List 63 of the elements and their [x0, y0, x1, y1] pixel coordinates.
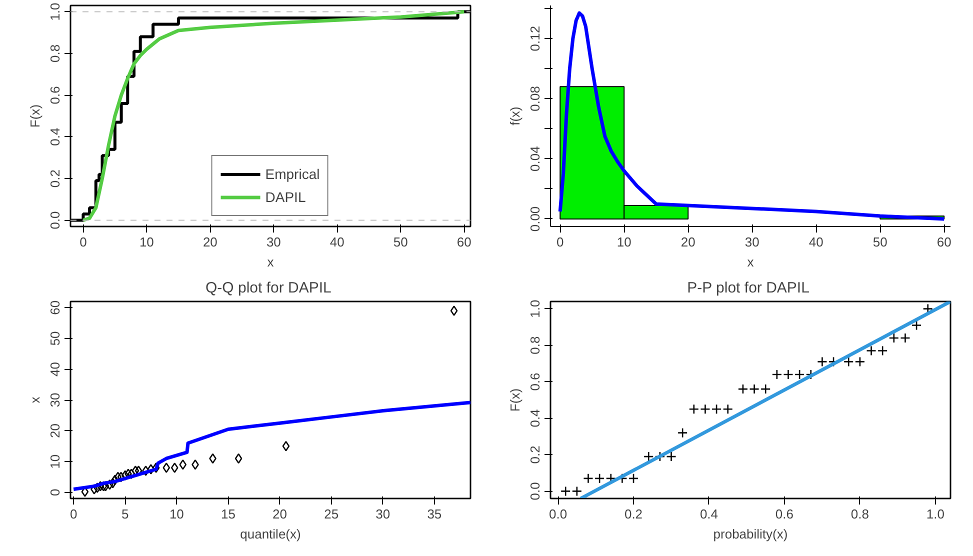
y-tick-label: 0.4	[528, 409, 542, 428]
x-axis-title: x	[267, 254, 274, 270]
y-tick-label: 1.0	[528, 300, 542, 318]
chart-title: Q-Q plot for DAPIL	[205, 280, 332, 296]
x-tick-label: 0.8	[850, 506, 869, 522]
x-tick-label: 20	[680, 234, 696, 250]
x-axis-title: probability(x)	[713, 526, 788, 542]
x-tick-label: 0.0	[549, 506, 568, 522]
x-tick-label: 10	[169, 506, 184, 522]
y-tick-label: 40	[48, 362, 62, 376]
y-tick-label: 0.12	[528, 26, 542, 52]
y-tick-label: 60	[48, 300, 62, 315]
y-tick-label: 0.8	[48, 44, 62, 62]
x-tick-label: 50	[393, 234, 408, 250]
y-tick-label: 0.0	[48, 211, 62, 230]
y-tick-label: 0.04	[528, 146, 542, 172]
x-tick-label: 30	[744, 234, 760, 250]
x-tick-label: 10	[616, 234, 632, 250]
x-tick-label: 30	[376, 506, 390, 522]
y-tick-label: 0.2	[48, 170, 62, 188]
x-tick-label: 30	[266, 234, 281, 250]
x-tick-label: 5	[122, 506, 129, 522]
y-tick-label: 1.0	[48, 2, 62, 21]
x-tick-label: 20	[272, 506, 288, 522]
x-tick-label: 60	[456, 234, 472, 250]
y-tick-label: 0.6	[48, 86, 62, 104]
x-axis-title: x	[747, 254, 754, 270]
y-tick-label: 50	[48, 331, 62, 346]
x-tick-label: 35	[427, 506, 442, 522]
y-tick-label: 0.0	[528, 482, 542, 500]
x-tick-label: 0.4	[700, 506, 718, 522]
x-tick-label: 0.2	[624, 506, 643, 522]
y-tick-label: 0	[48, 488, 62, 496]
x-tick-label: 1.0	[926, 506, 944, 522]
x-tick-label: 20	[202, 234, 218, 250]
legend-label: Emprical	[265, 166, 320, 182]
x-tick-label: 50	[872, 234, 888, 250]
y-axis-title: F(x)	[28, 104, 42, 128]
x-tick-label: 40	[808, 234, 824, 250]
y-axis-title: F(x)	[508, 388, 522, 412]
y-tick-label: 0.00	[528, 206, 542, 232]
x-tick-label: 60	[936, 234, 952, 250]
y-axis-title: x	[28, 396, 42, 404]
x-axis-title: quantile(x)	[240, 526, 301, 542]
x-tick-label: 0	[70, 506, 78, 522]
x-tick-label: 15	[221, 506, 236, 522]
y-tick-label: 20	[48, 424, 62, 438]
y-axis-title: f(x)	[508, 106, 522, 126]
y-tick-label: 0.4	[48, 128, 62, 146]
y-tick-label: 0.6	[528, 372, 542, 391]
x-tick-label: 0.6	[775, 506, 794, 522]
x-tick-label: 10	[139, 234, 154, 250]
y-tick-label: 0.08	[528, 86, 542, 112]
y-tick-label: 30	[48, 392, 62, 408]
x-tick-label: 0	[80, 234, 87, 250]
legend-label: DAPIL	[265, 189, 306, 205]
x-tick-label: 25	[324, 506, 339, 522]
y-tick-label: 0.2	[528, 446, 542, 464]
y-tick-label: 10	[48, 454, 62, 469]
x-tick-label: 40	[330, 234, 344, 250]
chart-title: P-P plot for DAPIL	[687, 280, 810, 296]
x-tick-label: 0	[556, 234, 564, 250]
y-tick-label: 0.8	[528, 336, 542, 354]
